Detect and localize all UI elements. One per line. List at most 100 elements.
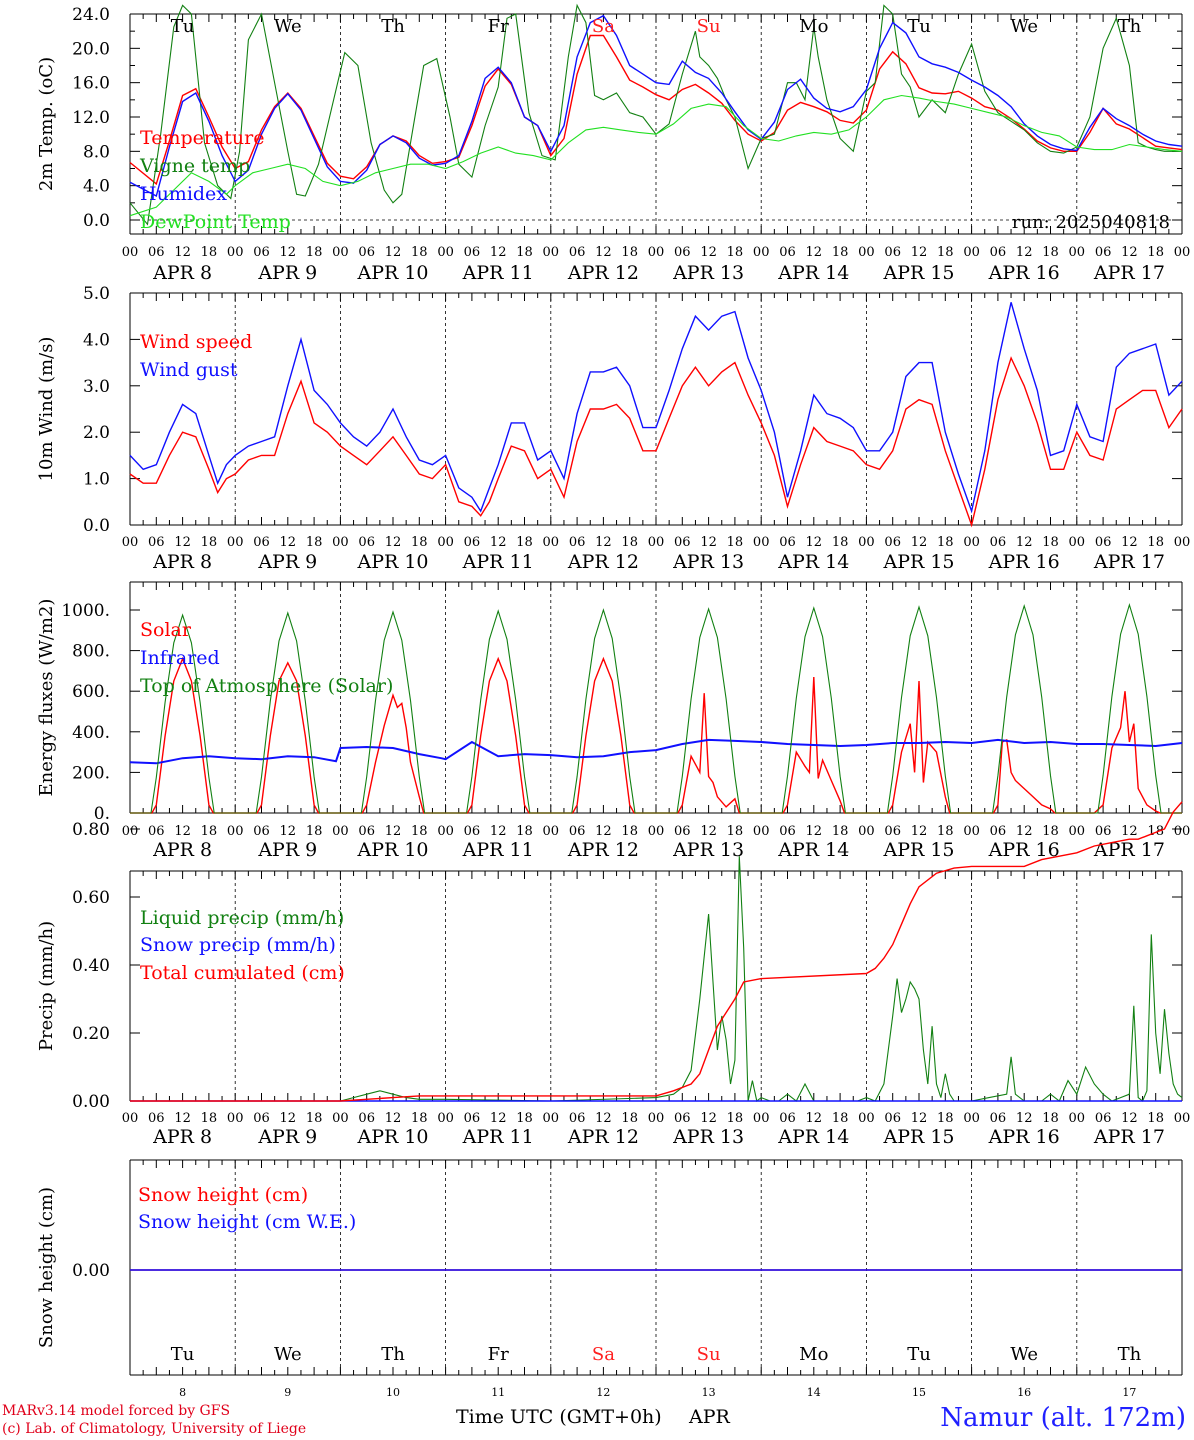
hour-tick-label: 06 [884,1111,901,1126]
day-name: Su [697,16,721,37]
hour-tick-label: 12 [911,245,928,260]
hour-tick-label: 00 [227,535,244,550]
y-tick-label: 600. [72,682,110,702]
legend-entry: Snow height (cm) [138,1184,308,1206]
date-label: APR 8 [152,839,212,861]
hour-tick-label: 18 [411,1111,428,1126]
hour-tick-label: 18 [1042,824,1059,839]
hour-tick-label: 18 [1147,824,1164,839]
hour-tick-label: 12 [806,535,823,550]
date-label: APR 10 [356,1126,428,1148]
hour-tick-label: 06 [884,245,901,260]
hour-tick-label: 06 [1095,535,1112,550]
hour-tick-label: 00 [648,1111,665,1126]
day-name: Fr [488,16,509,37]
y-tick-label: 0.00 [72,1092,110,1112]
hour-tick-label: 00 [1069,1111,1086,1126]
date-label: APR 13 [672,551,744,573]
hour-tick-label: 00 [332,245,349,260]
hour-tick-label: 18 [306,245,323,260]
series-line-temperature [129,34,1183,186]
hour-tick-label: 06 [358,245,375,260]
day-name: We [1010,16,1038,37]
hour-tick-label: 18 [411,535,428,550]
hour-tick-label: 12 [174,824,191,839]
hour-tick-label: 00 [1174,535,1191,550]
hour-tick-label: 06 [464,245,481,260]
hour-tick-label: 06 [779,1111,796,1126]
hour-tick-label: 06 [569,245,586,260]
hour-tick-label: 06 [884,824,901,839]
hour-tick-label: 00 [332,1111,349,1126]
y-tick-label: 0.20 [72,1024,110,1044]
hour-tick-label: 06 [148,824,165,839]
date-label: APR 12 [567,1126,639,1148]
legend-entry: Infrared [140,647,220,669]
hour-tick-label: 00 [543,245,560,260]
hour-tick-label: 00 [648,824,665,839]
hour-tick-label: 00 [543,535,560,550]
date-label: APR 12 [567,551,639,573]
hour-tick-label: 00 [858,1111,875,1126]
hour-tick-label: 00 [963,245,980,260]
hour-tick-label: 12 [280,245,297,260]
hour-tick-label: 06 [148,535,165,550]
y-tick-label: 24.0 [72,5,110,25]
hour-tick-label: 06 [674,824,691,839]
hour-tick-label: 06 [779,535,796,550]
date-label: APR 15 [882,1126,954,1148]
hour-tick-label: 18 [201,1111,218,1126]
day-name: Th [1118,16,1142,37]
hour-tick-label: 12 [806,824,823,839]
hour-tick-label: 06 [779,824,796,839]
y-tick-label: 1.0 [83,470,110,490]
hour-tick-label: 00 [122,824,139,839]
date-label: APR 14 [777,1126,849,1148]
legend-entry: Top of Atmosphere (Solar) [140,675,393,697]
date-label: APR 14 [777,551,849,573]
hour-tick-label: 12 [595,245,612,260]
hour-tick-label: 12 [1016,1111,1033,1126]
y-axis-label: 10m Wind (m/s) [36,337,57,482]
legend-entry: Humidex [140,183,227,205]
date-label: APR 11 [462,262,534,284]
hour-tick-label: 18 [832,535,849,550]
hour-tick-label: 12 [490,245,507,260]
hour-tick-label: 12 [174,1111,191,1126]
y-tick-label: 12.0 [72,108,110,128]
y-tick-label: 1000. [61,601,110,621]
hour-tick-label: 12 [911,1111,928,1126]
hour-tick-label: 00 [648,245,665,260]
hour-tick-label: 18 [516,1111,533,1126]
hour-tick-label: 06 [358,535,375,550]
date-label: APR 8 [152,551,212,573]
hour-tick-label: 18 [937,1111,954,1126]
date-label: APR 10 [356,551,428,573]
hour-tick-label: 12 [280,535,297,550]
date-label: APR 12 [567,839,639,861]
series-line-wind-gust [129,302,1183,514]
hour-tick-label: 12 [700,824,717,839]
hour-tick-label: 18 [727,535,744,550]
hour-tick-label: 18 [937,535,954,550]
y-tick-label: 16.0 [72,74,110,94]
credit-line-2: (c) Lab. of Climatology, University of L… [2,1421,307,1437]
hour-tick-label: 06 [464,1111,481,1126]
hour-tick-label: 06 [148,245,165,260]
y-tick-label: 5.0 [83,284,110,304]
hour-tick-label: 06 [253,245,270,260]
hour-tick-label: 18 [516,535,533,550]
hour-tick-label: 12 [911,535,928,550]
hour-tick-label: 00 [332,535,349,550]
series-line-dewpoint-temp [129,94,1183,217]
hour-tick-label: 06 [358,824,375,839]
series-line-liquid-precip-mm-h- [130,856,1183,1102]
date-label: APR 16 [988,262,1060,284]
hour-tick-label: 18 [201,824,218,839]
date-label: APR 15 [882,262,954,284]
day-name: Tu [171,1344,195,1365]
day-name: Su [697,1344,721,1365]
y-tick-label: 0. [94,804,110,824]
hour-tick-label: 06 [884,535,901,550]
